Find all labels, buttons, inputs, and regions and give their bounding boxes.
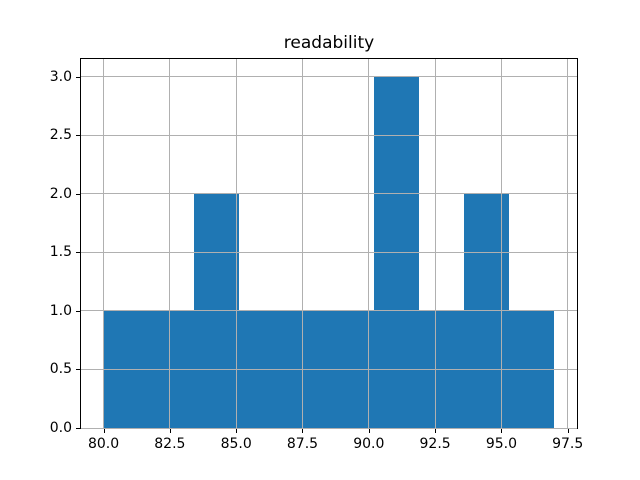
x-tick-label: 95.0 bbox=[485, 436, 517, 452]
gridline-vertical bbox=[567, 59, 569, 428]
x-tick-label: 92.5 bbox=[419, 436, 451, 452]
gridline-vertical bbox=[500, 59, 502, 428]
y-tick-mark bbox=[76, 193, 80, 195]
x-tick-label: 90.0 bbox=[353, 436, 385, 452]
x-tick-label: 85.0 bbox=[220, 436, 252, 452]
y-tick-mark bbox=[76, 369, 80, 371]
y-tick-label: 2.0 bbox=[49, 185, 72, 202]
x-tick-mark bbox=[169, 429, 171, 433]
x-tick-label: 97.5 bbox=[552, 436, 584, 452]
x-tick-label: 80.0 bbox=[87, 436, 120, 452]
x-tick-mark bbox=[435, 429, 437, 433]
gridline-horizontal bbox=[81, 368, 577, 370]
gridline-vertical bbox=[368, 59, 370, 428]
y-tick-mark bbox=[76, 135, 80, 137]
y-tick-label: 1.0 bbox=[49, 302, 72, 319]
gridline-horizontal bbox=[81, 134, 577, 136]
y-tick-mark bbox=[76, 428, 80, 429]
x-tick-label: 82.5 bbox=[154, 436, 186, 452]
gridline-horizontal bbox=[81, 76, 577, 78]
gridline-horizontal bbox=[81, 427, 577, 429]
gridline-vertical bbox=[301, 59, 303, 428]
gridline-vertical bbox=[434, 59, 436, 428]
x-tick-mark bbox=[103, 429, 105, 433]
gridline-vertical bbox=[235, 59, 237, 428]
gridline-vertical bbox=[103, 59, 105, 428]
y-tick-label: 1.5 bbox=[49, 244, 72, 261]
x-tick-mark bbox=[302, 429, 304, 433]
x-tick-mark bbox=[501, 429, 503, 433]
y-tick-label: 2.5 bbox=[49, 127, 72, 144]
gridline-horizontal bbox=[81, 251, 577, 253]
y-tick-mark bbox=[76, 76, 80, 78]
y-tick-label: 3.0 bbox=[49, 68, 72, 85]
x-tick-label: 87.5 bbox=[286, 436, 319, 452]
gridline-horizontal bbox=[81, 310, 577, 312]
x-tick-mark bbox=[567, 429, 569, 433]
gridline-horizontal bbox=[81, 193, 577, 195]
y-tick-mark bbox=[76, 310, 80, 312]
plot-area bbox=[80, 58, 578, 429]
y-tick-label: 0.0 bbox=[49, 420, 72, 436]
gridline-vertical bbox=[169, 59, 171, 428]
x-tick-mark bbox=[236, 429, 238, 433]
chart-title: readability bbox=[283, 33, 375, 53]
y-tick-label: 0.5 bbox=[49, 361, 72, 378]
x-tick-mark bbox=[368, 429, 370, 433]
y-tick-mark bbox=[76, 252, 80, 254]
